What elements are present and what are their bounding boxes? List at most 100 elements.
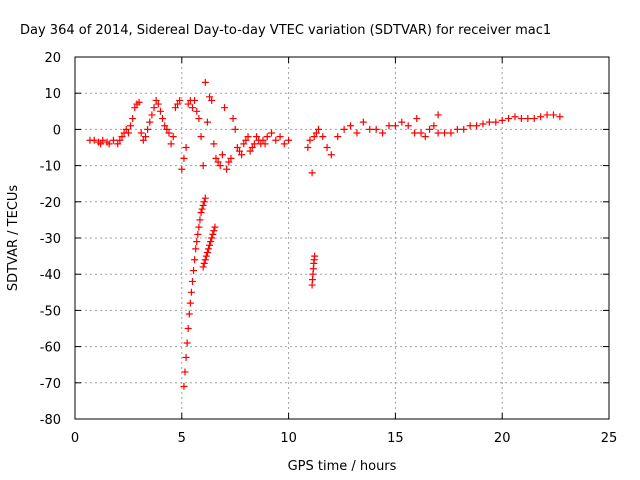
data-point [208,234,216,242]
data-point [118,133,126,141]
data-point [473,122,481,130]
data-point [195,223,203,231]
data-point [127,122,135,130]
data-point [197,133,205,141]
data-point [196,216,204,224]
data-point [311,252,319,260]
data-point [460,125,468,133]
data-point [492,118,500,126]
data-point [240,140,248,148]
data-point [426,125,434,133]
data-points [86,78,564,390]
data-point [310,133,318,141]
data-point [187,288,195,296]
x-tick-label: 25 [601,431,618,446]
data-point [229,115,237,123]
data-point [206,93,214,101]
data-point [105,140,113,148]
data-point [203,248,211,256]
data-point [139,136,147,144]
data-point [183,339,191,347]
data-point [366,125,374,133]
data-point [167,140,175,148]
data-point [207,238,215,246]
data-point [248,144,256,151]
data-point [517,115,525,123]
data-point [197,209,205,217]
x-tick-label: 10 [280,431,297,446]
data-point [404,122,412,130]
data-point [347,122,355,130]
data-point [246,147,254,155]
data-point [242,136,250,144]
y-tick-label: -80 [40,413,61,428]
data-point [441,129,449,137]
grid [75,57,609,419]
data-point [209,230,217,238]
data-point [543,111,551,119]
data-point [203,118,211,126]
data-point [188,277,196,285]
data-point [453,125,461,133]
data-point [304,144,312,151]
data-point [186,299,194,307]
data-point [372,125,380,133]
data-point [323,144,331,151]
data-point [447,129,455,137]
data-point [122,125,130,133]
x-tick-label: 20 [494,431,511,446]
chart-title: Day 364 of 2014, Sidereal Day-to-day VTE… [20,23,551,38]
data-point [152,96,160,104]
data-point [421,133,429,141]
data-point [379,129,387,137]
axis-ticks: 0 5 10 15 20 25 -80 -70 -60 -50 -40 -30 -20 -10 0 10 20 [40,51,618,446]
data-point [184,325,192,332]
data-point [385,122,393,130]
data-point [505,115,513,123]
data-point [201,194,209,202]
data-point [124,129,132,137]
data-point [466,122,474,130]
data-point [109,136,117,144]
data-point [340,125,348,133]
data-point [225,158,233,166]
data-point [192,245,200,253]
data-point [306,136,314,144]
data-point [221,104,229,112]
data-point [180,154,188,162]
data-point [285,136,293,144]
x-tick-label: 15 [387,431,404,446]
data-point [218,151,226,159]
data-point [537,113,545,121]
y-tick-label: -70 [40,377,61,392]
data-point [319,133,327,141]
data-point [201,78,209,86]
data-point [308,169,316,177]
data-point [391,122,399,130]
data-point [191,96,199,104]
data-point [150,104,158,112]
data-point [417,129,425,137]
data-point [250,140,258,148]
data-point [99,136,107,144]
data-point [227,154,235,162]
data-point [244,133,252,141]
data-point [181,368,189,376]
data-point [280,140,288,148]
data-point [268,129,276,137]
data-point [129,115,137,123]
data-point [137,129,145,137]
data-point [194,230,202,238]
data-point [498,116,506,124]
data-point [205,245,212,253]
data-point [411,129,419,137]
data-point [176,96,184,104]
data-point [199,263,207,271]
data-point [272,136,280,144]
data-point [214,158,222,166]
data-point [144,125,152,133]
data-point [97,140,105,148]
y-tick-label: -30 [40,232,61,247]
data-point [114,140,122,148]
